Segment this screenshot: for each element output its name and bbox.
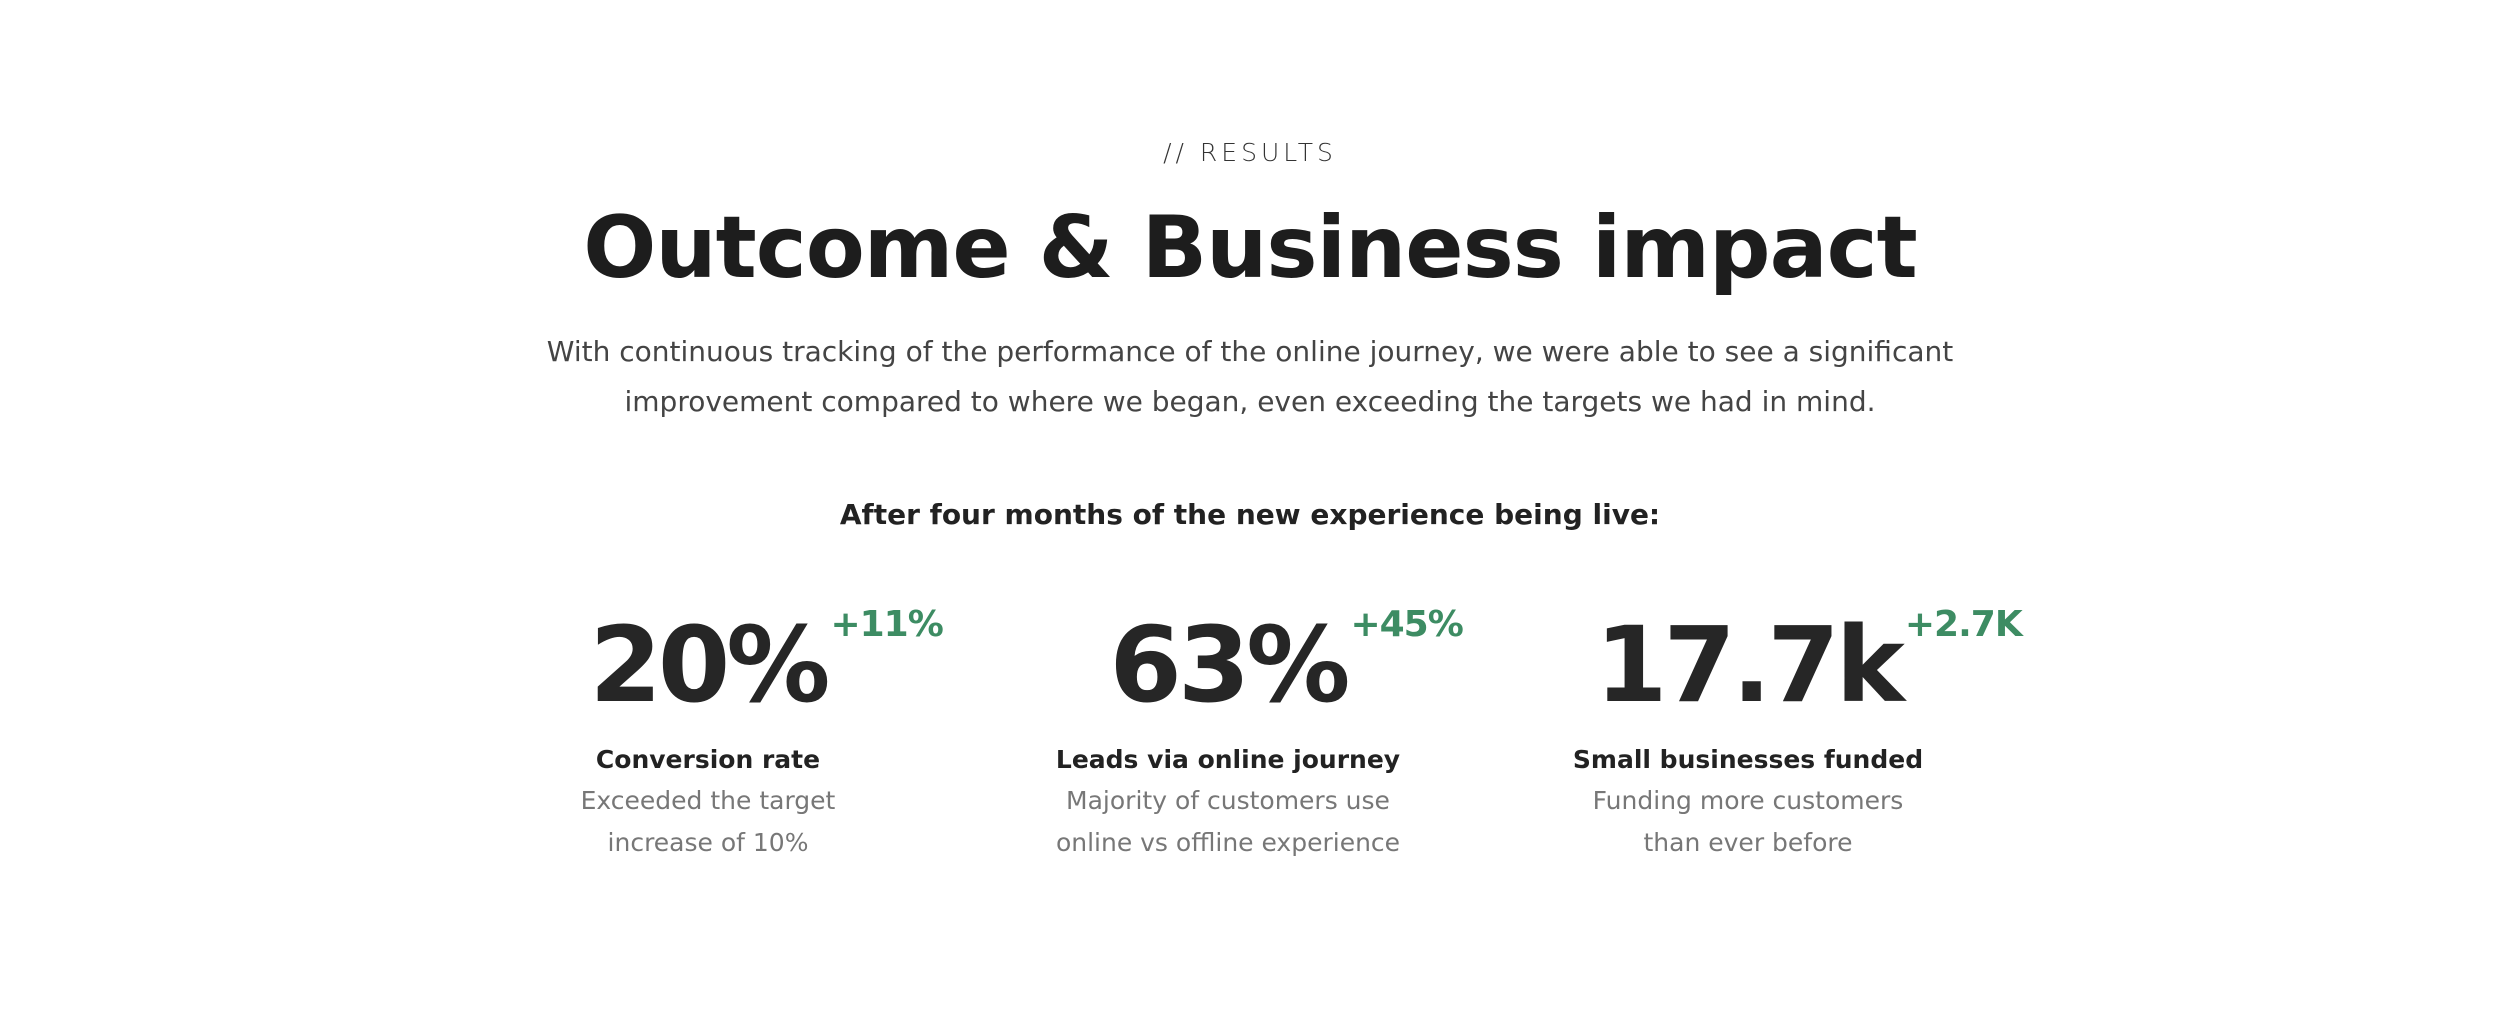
- stat-description: Exceeded the target: [580, 786, 836, 815]
- title: Outcome & Business impact: [583, 198, 1917, 298]
- stat-label: Small businesses funded: [1572, 745, 1924, 774]
- stats: 20% +11% Conversion rate Exceeded the targe…: [448, 600, 2023, 864]
- stat-delta: +2.7K: [1904, 604, 2023, 645]
- stat-description: increase of 10%: [607, 828, 809, 857]
- stat-card: 17.7k +2.7K Small businesses funded Funding…: [1488, 600, 2023, 864]
- stat-description: than ever before: [1643, 828, 1853, 857]
- stat-description: Funding more customers: [1592, 786, 1904, 815]
- description: With continuous tracking of the performa…: [0, 327, 2500, 427]
- eyebrow: // RESULTS: [1163, 138, 1337, 167]
- stat-value: 17.7k +2.7K: [1595, 600, 2023, 730]
- stat-label: Conversion rate: [595, 745, 821, 774]
- stat-card: 20% +11% Conversion rate Exceeded the targe…: [448, 600, 968, 864]
- description-line: improvement compared to where we began, …: [624, 385, 1876, 418]
- stat-value: 63% +45%: [1110, 600, 1464, 730]
- stat-description: online vs offline experience: [1055, 828, 1401, 857]
- stat-card: 63% +45% Leads via online journey Majority …: [968, 600, 1488, 864]
- stat-delta: +45%: [1350, 604, 1463, 645]
- stats-heading: After four months of the new experience …: [839, 498, 1661, 531]
- stat-delta: +11%: [830, 604, 943, 645]
- description-line: With continuous tracking of the performa…: [546, 335, 1954, 368]
- stat-value: 20% +11%: [590, 600, 944, 730]
- stat-description: Majority of customers use: [1066, 786, 1390, 815]
- stat-label: Leads via online journey: [1055, 745, 1401, 774]
